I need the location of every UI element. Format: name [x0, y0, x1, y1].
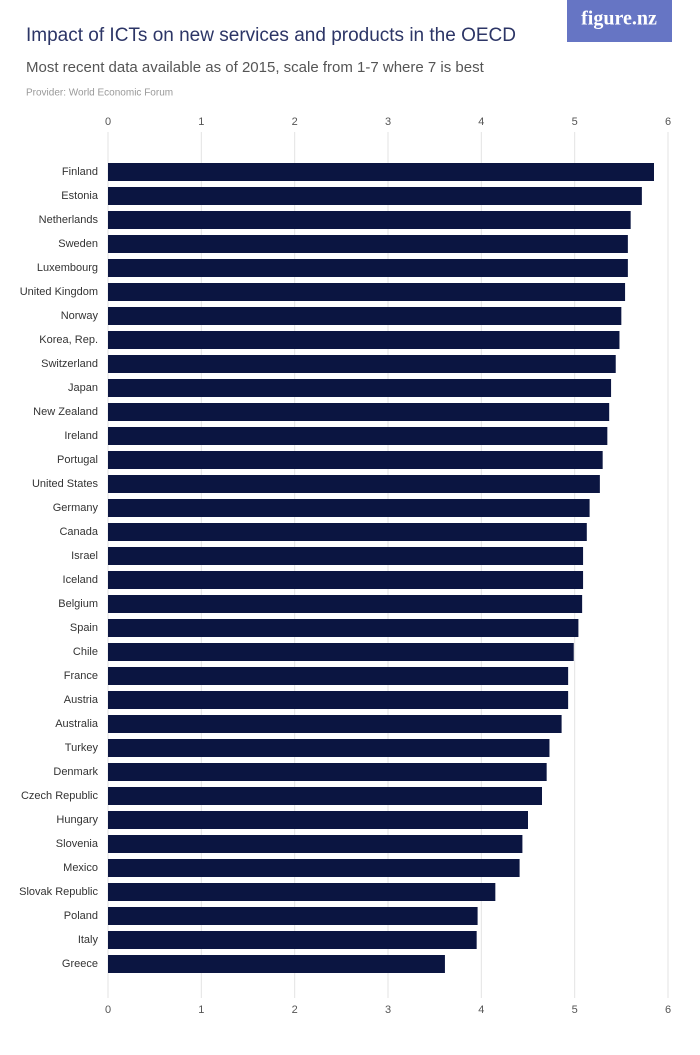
- bar: [108, 235, 628, 253]
- x-tick-label: 3: [385, 116, 391, 128]
- bar: [108, 763, 547, 781]
- y-tick-label: Japan: [68, 382, 98, 394]
- y-tick-label: Turkey: [65, 742, 99, 754]
- x-tick-label: 1: [198, 116, 204, 128]
- bar: [108, 787, 542, 805]
- bar: [108, 211, 631, 229]
- provider: Provider: World Economic Forum: [26, 88, 173, 99]
- y-tick-label: Belgium: [58, 598, 98, 610]
- y-tick-label: Mexico: [63, 862, 98, 874]
- x-tick-label: 5: [572, 1004, 578, 1016]
- y-tick-label: Switzerland: [41, 358, 98, 370]
- y-tick-label: Korea, Rep.: [39, 334, 98, 346]
- bar: [108, 811, 528, 829]
- bar: [108, 475, 600, 493]
- bar: [108, 163, 654, 181]
- y-tick-label: Austria: [64, 694, 99, 706]
- bar: [108, 691, 569, 709]
- x-tick-label: 6: [665, 1004, 671, 1016]
- y-tick-label: Portugal: [57, 454, 98, 466]
- y-tick-label: New Zealand: [33, 406, 98, 418]
- y-tick-label: Greece: [62, 958, 98, 970]
- bar: [108, 307, 622, 325]
- bar: [108, 643, 574, 661]
- bar: [108, 835, 523, 853]
- y-tick-label: Czech Republic: [21, 790, 99, 802]
- bar: [108, 595, 583, 613]
- bar: [108, 955, 445, 973]
- bar: [108, 403, 610, 421]
- x-tick-label: 0: [105, 116, 111, 128]
- bar: [108, 931, 477, 949]
- y-tick-label: Denmark: [53, 766, 98, 778]
- bar: [108, 859, 520, 877]
- y-tick-label: Hungary: [56, 814, 98, 826]
- y-tick-label: Luxembourg: [37, 262, 98, 274]
- bar: [108, 739, 550, 757]
- bar: [108, 523, 587, 541]
- y-tick-label: Italy: [78, 934, 99, 946]
- bar: [108, 907, 478, 925]
- bar: [108, 667, 569, 685]
- bar: [108, 547, 584, 565]
- bar: [108, 571, 584, 589]
- y-tick-label: United Kingdom: [20, 286, 98, 298]
- bar: [108, 715, 562, 733]
- y-tick-label: Slovak Republic: [19, 886, 98, 898]
- x-tick-label: 4: [478, 1004, 484, 1016]
- bar: [108, 619, 579, 637]
- y-tick-label: Estonia: [61, 190, 99, 202]
- bar: [108, 451, 603, 469]
- bar: [108, 187, 642, 205]
- y-tick-label: France: [64, 670, 98, 682]
- y-tick-label: Netherlands: [39, 214, 99, 226]
- x-tick-label: 4: [478, 116, 484, 128]
- bar: [108, 499, 590, 517]
- y-tick-label: Finland: [62, 166, 98, 178]
- y-tick-label: Australia: [55, 718, 99, 730]
- bar: [108, 883, 496, 901]
- y-tick-label: Chile: [73, 646, 98, 658]
- y-tick-label: Slovenia: [56, 838, 99, 850]
- y-tick-label: Spain: [70, 622, 98, 634]
- x-tick-label: 3: [385, 1004, 391, 1016]
- y-tick-label: Ireland: [64, 430, 98, 442]
- x-tick-label: 0: [105, 1004, 111, 1016]
- bar: [108, 379, 612, 397]
- logo-box: [567, 0, 672, 42]
- x-tick-label: 6: [665, 116, 671, 128]
- x-tick-label: 2: [292, 116, 298, 128]
- y-tick-label: Sweden: [58, 238, 98, 250]
- y-tick-label: Germany: [53, 502, 99, 514]
- chart-title: Impact of ICTs on new services and produ…: [26, 25, 516, 46]
- bar: [108, 331, 620, 349]
- chart-subtitle: Most recent data available as of 2015, s…: [26, 59, 485, 76]
- y-tick-label: Poland: [64, 910, 98, 922]
- x-tick-label: 1: [198, 1004, 204, 1016]
- y-tick-label: United States: [32, 478, 99, 490]
- x-tick-label: 2: [292, 1004, 298, 1016]
- y-tick-label: Canada: [59, 526, 98, 538]
- bar: [108, 355, 616, 373]
- x-tick-label: 5: [572, 116, 578, 128]
- bar: [108, 259, 628, 277]
- logo: figure.nz: [581, 8, 657, 30]
- y-tick-label: Iceland: [63, 574, 98, 586]
- bar: [108, 283, 626, 301]
- y-tick-label: Israel: [71, 550, 98, 562]
- bar: [108, 427, 608, 445]
- y-tick-label: Norway: [61, 310, 99, 322]
